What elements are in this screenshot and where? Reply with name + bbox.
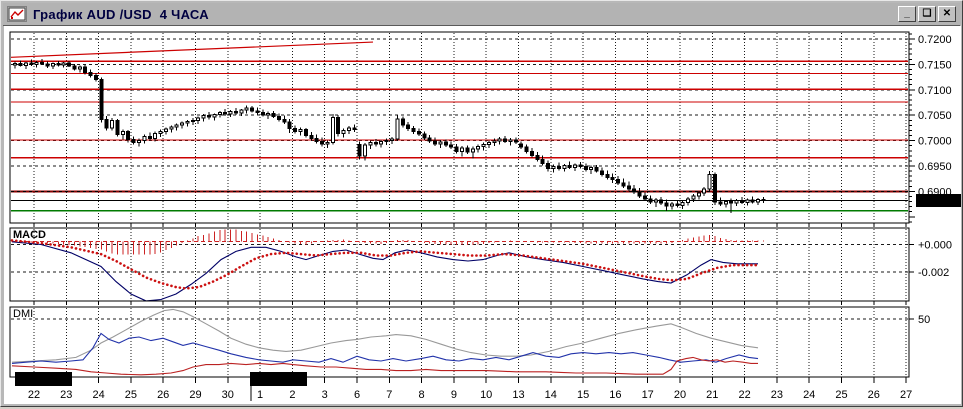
svg-text:0.7100: 0.7100 <box>918 85 952 97</box>
close-button[interactable]: ✕ <box>938 6 956 22</box>
di-blue-line <box>11 332 759 364</box>
svg-text:23: 23 <box>60 389 72 401</box>
svg-text:10: 10 <box>480 389 492 401</box>
svg-text:+0.000: +0.000 <box>918 240 952 252</box>
svg-text:25: 25 <box>835 389 847 401</box>
window-controls: _ ❏ ✕ <box>896 6 956 22</box>
dmi-label: DMI <box>13 308 33 320</box>
price-levels <box>11 60 908 212</box>
svg-text:20: 20 <box>674 389 686 401</box>
panel-borders <box>9 31 910 378</box>
macd-panel[interactable] <box>9 227 910 302</box>
svg-text:1: 1 <box>257 389 263 401</box>
svg-text:29: 29 <box>189 389 201 401</box>
svg-text:23: 23 <box>771 389 783 401</box>
svg-text:30: 30 <box>222 389 234 401</box>
adx-line <box>11 308 759 363</box>
svg-text:13: 13 <box>512 389 524 401</box>
chart-canvas[interactable]: 0.72000.71500.71000.70500.70000.69500.69… <box>4 26 961 404</box>
macd-signal-line <box>10 239 760 290</box>
macd-indicator <box>10 229 908 302</box>
svg-text:24: 24 <box>803 389 815 401</box>
svg-text:Май 2019: Май 2019 <box>254 374 303 386</box>
svg-text:8: 8 <box>419 389 425 401</box>
chart-client-area: 0.7200 0.7150 0.7100 0.7050 0.7000 0.6950 0.69… <box>4 26 961 404</box>
dmi-indicator <box>11 308 908 376</box>
svg-text:26: 26 <box>868 389 880 401</box>
di-red-line <box>11 356 758 376</box>
maximize-button[interactable]: ❏ <box>918 6 936 22</box>
x-axis: 22 23 24 25 26 29 30 1 2 3 6 7 8 9 10 13 14 15 16 17 20 21 22 2… <box>15 223 912 401</box>
svg-text:17: 17 <box>642 389 654 401</box>
current-price-marker: 0.6882 <box>916 194 961 208</box>
svg-text:0.6950: 0.6950 <box>918 161 952 173</box>
macd-line <box>11 241 758 302</box>
svg-text:2: 2 <box>289 389 295 401</box>
svg-text:3: 3 <box>322 389 328 401</box>
window-title: График AUD /USD 4 ЧАСА <box>33 6 209 22</box>
svg-text:22: 22 <box>28 389 40 401</box>
svg-text:24: 24 <box>92 389 104 401</box>
svg-text:6: 6 <box>354 389 360 401</box>
svg-text:25: 25 <box>125 389 137 401</box>
candles <box>13 58 766 214</box>
macd-label: MACD <box>13 229 46 241</box>
svg-text:16: 16 <box>609 389 621 401</box>
svg-text:0.7000: 0.7000 <box>918 136 952 148</box>
trendline <box>10 41 374 58</box>
dmi-panel[interactable] <box>9 306 910 378</box>
svg-text:0.7050: 0.7050 <box>918 110 952 122</box>
title-bar[interactable]: График AUD /USD 4 ЧАСА _ ❏ ✕ <box>3 3 960 26</box>
svg-text:0.7200: 0.7200 <box>918 34 952 46</box>
svg-text:50: 50 <box>918 314 930 326</box>
svg-text:0.7150: 0.7150 <box>918 59 952 71</box>
svg-text:Апр 2019: Апр 2019 <box>19 374 66 386</box>
svg-text:15: 15 <box>577 389 589 401</box>
minimize-button[interactable]: _ <box>898 6 916 22</box>
svg-text:27: 27 <box>900 389 912 401</box>
svg-text:14: 14 <box>545 389 557 401</box>
month-label-box <box>250 372 307 386</box>
svg-text:0.6882: 0.6882 <box>919 196 953 208</box>
svg-text:7: 7 <box>386 389 392 401</box>
price-panel[interactable] <box>9 31 910 224</box>
month-label-box <box>15 372 72 386</box>
svg-text:22: 22 <box>738 389 750 401</box>
svg-text:-0.002: -0.002 <box>918 267 949 279</box>
svg-text:21: 21 <box>706 389 718 401</box>
svg-text:26: 26 <box>157 389 169 401</box>
vertical-gridlines <box>33 33 907 376</box>
price-axis: 0.72000.71500.71000.70500.70000.69500.69… <box>909 33 952 326</box>
svg-text:9: 9 <box>451 389 457 401</box>
chart-icon <box>7 6 27 22</box>
